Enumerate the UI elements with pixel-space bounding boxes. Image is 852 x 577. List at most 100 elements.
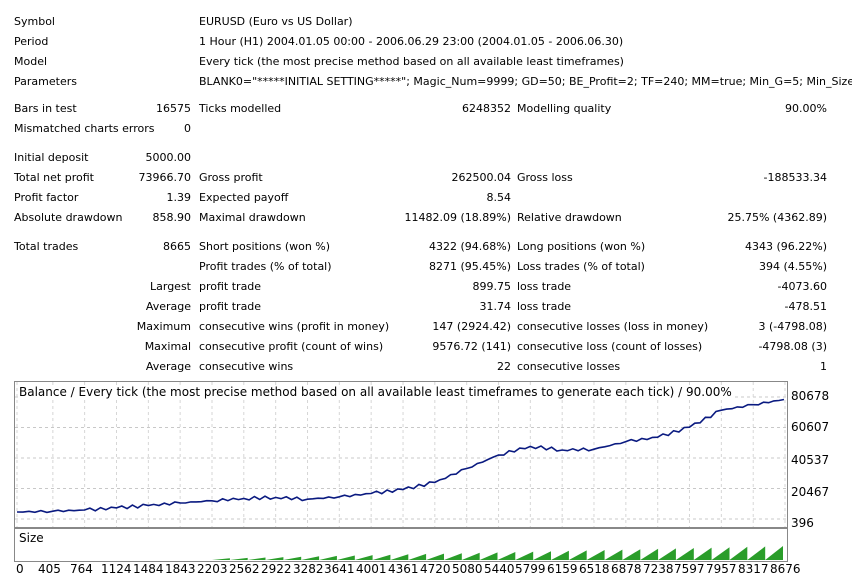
deposit-label: Initial deposit (14, 151, 89, 164)
size-bar (212, 558, 230, 560)
y-tick-label: 20467 (791, 485, 830, 499)
size-bar (319, 555, 337, 560)
average-loss-value: -478.51 (784, 300, 827, 313)
size-bar (408, 553, 427, 560)
x-tick-label: 8676 (770, 562, 801, 576)
largest-label: Largest (150, 280, 191, 293)
short-label: Short positions (won %) (199, 240, 331, 253)
x-tick-label: 2203 (197, 562, 228, 576)
x-tick-label: 7957 (706, 562, 737, 576)
size-bar (729, 546, 748, 560)
trades-value: 8665 (163, 240, 191, 253)
x-tick-label: 2922 (261, 562, 292, 576)
maxdd-label: Maximal drawdown (199, 211, 306, 224)
x-tick-label: 3641 (324, 562, 355, 576)
largest-profit-value: 899.75 (472, 280, 512, 293)
size-bar (586, 550, 605, 560)
model-value: Every tick (the most precise method base… (199, 55, 624, 68)
avg-losses-value: 1 (820, 360, 827, 373)
pf-value: 1.39 (166, 191, 192, 204)
x-tick-label: 5080 (452, 562, 483, 576)
x-tick-label: 3282 (293, 562, 324, 576)
maximal-profit-value: 9576.72 (141) (432, 340, 511, 353)
model-label: Model (14, 55, 48, 68)
max-losses-value: 3 (-4798.08) (758, 320, 827, 333)
x-tick-label: 6518 (579, 562, 610, 576)
quality-label: Modelling quality (517, 102, 612, 115)
size-bar (229, 557, 248, 560)
largest-loss-value: -4073.60 (777, 280, 827, 293)
x-tick-label: 0 (16, 562, 24, 576)
parameters-value: BLANK0="*****INITIAL SETTING*****"; Magi… (199, 75, 852, 88)
size-chart: Size (14, 528, 788, 562)
losstrades-label: Loss trades (% of total) (517, 260, 645, 273)
size-title: Size (19, 531, 44, 545)
size-bar (497, 552, 516, 560)
proftrades-label: Profit trades (% of total) (199, 260, 332, 273)
x-tick-label: 4001 (356, 562, 387, 576)
x-tick-label: 8317 (738, 562, 769, 576)
grossprofit-label: Gross profit (199, 171, 263, 184)
size-bar (461, 552, 480, 560)
avg-losses-label: consecutive losses (517, 360, 621, 373)
size-bar (693, 547, 712, 560)
absdd-label: Absolute drawdown (14, 211, 123, 224)
maximal-profit-label: consecutive profit (count of wins) (199, 340, 384, 353)
y-tick-label: 80678 (791, 389, 830, 403)
x-tick-label: 5799 (515, 562, 546, 576)
x-tick-label: 1484 (133, 562, 164, 576)
size-bar (247, 557, 266, 560)
size-bar (444, 553, 462, 560)
proftrades-value: 8271 (95.45%) (428, 260, 511, 273)
size-bar (283, 556, 302, 560)
x-tick-label: 764 (70, 562, 93, 576)
payoff-value: 8.54 (486, 191, 512, 204)
x-tick-label: 1124 (101, 562, 132, 576)
x-tick-label: 5440 (484, 562, 515, 576)
size-bar (265, 557, 284, 560)
largest-profit-label: profit trade (199, 280, 262, 293)
x-tick-label: 6878 (611, 562, 642, 576)
size-bar (622, 549, 641, 560)
netprofit-value: 73966.70 (138, 171, 192, 184)
average2-label: Average (145, 360, 191, 373)
x-tick-label: 1843 (165, 562, 196, 576)
size-bar (568, 550, 587, 560)
size-bar (765, 546, 783, 560)
maximal-loss-value: -4798.08 (3) (758, 340, 827, 353)
maximum-label: Maximum (136, 320, 191, 333)
x-tick-label: 6159 (547, 562, 578, 576)
balance-line (16, 398, 785, 514)
size-bar (658, 548, 676, 560)
average-label: Average (145, 300, 191, 313)
reldd-label: Relative drawdown (517, 211, 622, 224)
symbol-value: EURUSD (Euro vs US Dollar) (199, 15, 353, 28)
payoff-label: Expected payoff (199, 191, 289, 204)
grossprofit-value: 262500.04 (451, 171, 512, 184)
size-bar (390, 554, 409, 560)
grossloss-value: -188533.34 (763, 171, 827, 184)
long-label: Long positions (won %) (517, 240, 646, 253)
x-tick-label: 405 (38, 562, 61, 576)
y-tick-label: 60607 (791, 420, 830, 434)
average-loss-label: loss trade (517, 300, 572, 313)
period-value: 1 Hour (H1) 2004.01.05 00:00 - 2006.06.2… (199, 35, 624, 48)
size-bar (747, 546, 766, 560)
trades-label: Total trades (14, 240, 79, 253)
max-losses-label: consecutive losses (loss in money) (517, 320, 709, 333)
size-bar (640, 548, 659, 560)
netprofit-label: Total net profit (14, 171, 94, 184)
size-bar (675, 548, 694, 560)
size-bar (533, 551, 551, 560)
max-wins-label: consecutive wins (profit in money) (199, 320, 390, 333)
max-wins-value: 147 (2924.42) (432, 320, 511, 333)
x-tick-label: 7238 (643, 562, 674, 576)
ticks-label: Ticks modelled (199, 102, 282, 115)
x-tick-label: 7597 (674, 562, 705, 576)
y-tick-label: 396 (791, 516, 814, 530)
balance-chart-svg (15, 382, 787, 527)
reldd-value: 25.75% (4362.89) (727, 211, 827, 224)
period-label: Period (14, 35, 49, 48)
maximal-label: Maximal (144, 340, 191, 353)
size-bar (515, 551, 534, 560)
